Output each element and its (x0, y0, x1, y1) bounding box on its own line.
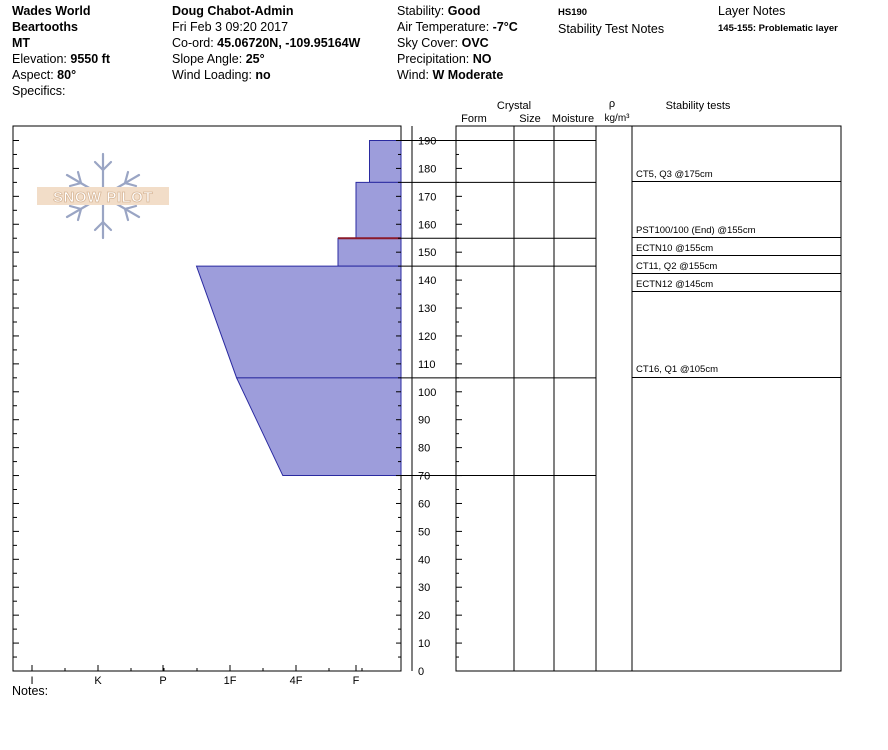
logo-text: SNOW PILOT (53, 189, 153, 206)
specifics-label: Specifics: (12, 84, 66, 98)
hardness-tick-label: F (353, 675, 360, 687)
elevation-label: Elevation: (12, 52, 67, 66)
layer-notes: Layer Notes 145-155: Problematic layer (718, 3, 838, 37)
stability-test-entry: CT11, Q2 @155cm (636, 261, 717, 272)
stability-test-entry: PST100/100 (End) @155cm (636, 225, 756, 236)
snow-layer-2 (355, 181, 402, 239)
air-temp-value: -7°C (492, 20, 518, 34)
weather-info: Stability: Good Air Temperature: -7°C Sk… (397, 3, 518, 83)
snow-layer-4 (195, 265, 402, 379)
depth-tick-label: 120 (418, 331, 436, 343)
depth-tick-label: 20 (418, 610, 430, 622)
snow-layer-5 (235, 377, 402, 477)
depth-tick-label: 140 (418, 275, 436, 287)
depth-tick-label: 180 (418, 163, 436, 175)
form-header: Form (461, 113, 487, 125)
notes-label: Notes: (12, 684, 48, 698)
wind-value: W Moderate (432, 68, 504, 82)
depth-axis: 0 10 20 30 40 50 60 70 80 90 100 110 120 130 140 150 160… (13, 126, 462, 678)
aspect-value: 80° (57, 68, 77, 82)
layer-table-frame (455, 125, 842, 672)
precip-label: Precipitation: (397, 52, 470, 66)
depth-tick-label: 30 (418, 582, 430, 594)
layer-notes-title: Layer Notes (718, 4, 786, 18)
observation-datetime: Fri Feb 3 09:20 2017 (172, 20, 289, 34)
snow-layer-3 (337, 237, 402, 267)
sky-label: Sky Cover: (397, 36, 459, 50)
snowpilot-logo: SNOW PILOT (37, 152, 169, 240)
hardness-axis: I K P 1F 4F F (30, 665, 363, 687)
hardness-tick-label: I (30, 675, 33, 687)
layers-group (195, 140, 402, 477)
depth-tick-label: 190 (418, 136, 436, 148)
stability-value: Good (447, 4, 481, 18)
depth-tick-label: 70 (418, 471, 430, 483)
site-name: Wades World (12, 4, 91, 18)
hardness-tick-label: K (94, 675, 102, 687)
moisture-header: Moisture (552, 113, 594, 125)
snow-layer-1 (369, 140, 402, 183)
hardness-tick-label: P (159, 675, 166, 687)
stability-test-notes-label: Stability Test Notes (558, 22, 665, 36)
layer-note: 145-155: Problematic layer (718, 23, 838, 34)
site-info: Wades World Beartooths MT Elevation: 955… (12, 3, 110, 99)
observation-info: Doug Chabot-Admin Fri Feb 3 09:20 2017 C… (172, 3, 360, 83)
aspect-label: Aspect: (12, 68, 54, 82)
depth-tick-label: 0 (418, 666, 424, 678)
depth-tick-label: 170 (418, 191, 436, 203)
crystal-header: Crystal (497, 100, 531, 112)
stability-tests-header: Stability tests (666, 100, 731, 112)
air-temp-label: Air Temperature: (397, 20, 490, 34)
state-name: MT (12, 36, 31, 50)
density-header: ρ (609, 98, 615, 110)
observer-name: Doug Chabot-Admin (172, 4, 294, 18)
stability-test-entry: ECTN10 @155cm (636, 243, 713, 254)
depth-tick-label: 130 (418, 303, 436, 315)
hardness-tick-label: 4F (290, 675, 303, 687)
depth-tick-label: 150 (418, 247, 436, 259)
stability-label: Stability: (397, 4, 445, 18)
density-unit: kg/m³ (605, 113, 631, 124)
depth-tick-label: 60 (418, 498, 430, 510)
range-name: Beartooths (12, 20, 78, 34)
precip-value: NO (472, 52, 492, 66)
stability-test-entry: CT5, Q3 @175cm (636, 169, 713, 180)
coord-value: 45.06720N, -109.95164W (217, 36, 361, 50)
stability-test-entry: ECTN12 @145cm (636, 279, 713, 290)
depth-tick-label: 90 (418, 415, 430, 427)
depth-tick-label: 80 (418, 443, 430, 455)
slope-label: Slope Angle: (172, 52, 243, 66)
elevation-value: 9550 ft (70, 52, 110, 66)
depth-tick-label: 10 (418, 638, 430, 650)
coord-label: Co-ord: (172, 36, 214, 50)
depth-tick-label: 160 (418, 219, 436, 231)
depth-tick-label: 100 (418, 387, 436, 399)
wind-loading-value: no (255, 68, 271, 82)
size-header: Size (519, 113, 540, 125)
wind-loading-label: Wind Loading: (172, 68, 252, 82)
stability-test-entry: CT16, Q1 @105cm (636, 364, 718, 375)
layer-boundaries (401, 140, 596, 477)
slope-value: 25° (245, 52, 265, 66)
wind-label: Wind: (397, 68, 429, 82)
hardness-tick-label: 1F (224, 675, 237, 687)
stability-tests-list: CT5, Q3 @175cm PST100/100 (End) @155cm ECT… (632, 169, 841, 378)
depth-tick-label: 110 (418, 359, 436, 371)
sky-value: OVC (461, 36, 489, 50)
hs-value: HS190 (558, 7, 588, 18)
test-summary: HS190 Stability Test Notes (558, 3, 664, 37)
depth-tick-label: 50 (418, 526, 430, 538)
depth-tick-label: 40 (418, 554, 430, 566)
